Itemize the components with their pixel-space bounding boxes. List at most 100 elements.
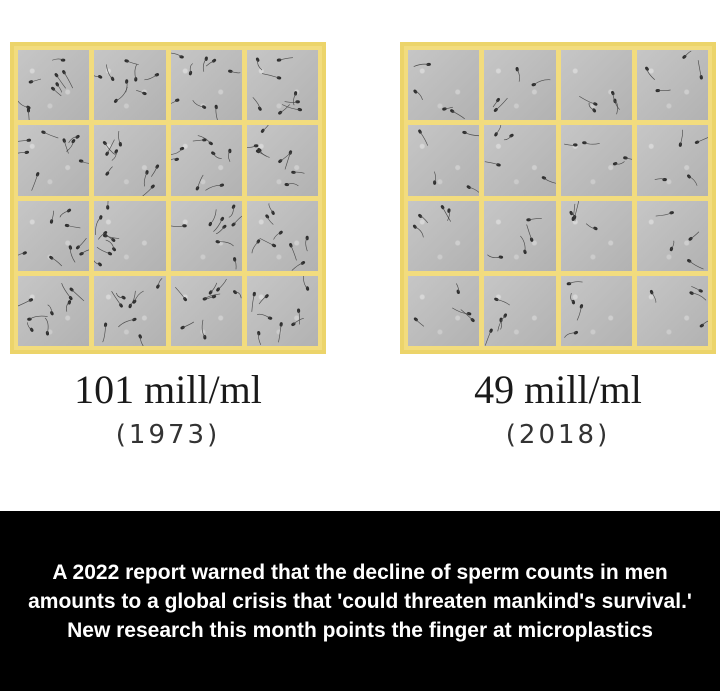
sperm-tail bbox=[130, 290, 136, 306]
sperm-tail bbox=[688, 260, 704, 269]
sperm-head bbox=[253, 144, 259, 148]
sperm-head bbox=[591, 108, 596, 113]
sperm-tail bbox=[563, 332, 576, 338]
sperm-cells-graphic bbox=[569, 200, 598, 230]
sperm-tail bbox=[61, 282, 71, 299]
sperm-cells-graphic bbox=[418, 129, 480, 194]
sperm-tail bbox=[215, 226, 225, 234]
microscope-2018-cell bbox=[636, 125, 708, 196]
microscope-1973-cell bbox=[18, 125, 90, 196]
sperm-tail bbox=[252, 97, 260, 109]
sperm-tail bbox=[493, 99, 499, 108]
sperm-cells-graphic bbox=[252, 57, 302, 115]
sperm-tail bbox=[18, 252, 25, 256]
sperm-cells-graphic bbox=[103, 131, 160, 196]
sperm-tail bbox=[227, 151, 230, 163]
sperm-tail bbox=[485, 330, 492, 346]
sperm-head bbox=[173, 158, 179, 162]
sperm-tail bbox=[63, 140, 69, 154]
sperm-tail bbox=[134, 64, 138, 80]
sperm-tail bbox=[487, 254, 502, 258]
sperm-tail bbox=[257, 332, 261, 345]
sperm-head bbox=[155, 164, 160, 169]
sperm-tail bbox=[266, 215, 274, 225]
microscope-1973-cell bbox=[170, 50, 242, 121]
sperm-tail bbox=[292, 317, 304, 325]
sperm-head bbox=[49, 255, 54, 260]
microscope-2018-cell bbox=[484, 275, 556, 346]
sperm-tail bbox=[212, 218, 222, 232]
sperm-head bbox=[112, 246, 117, 251]
microscope-1973-cell bbox=[170, 275, 242, 346]
sperm-tail bbox=[151, 166, 158, 178]
sperm-cells-graphic bbox=[578, 90, 620, 115]
sperm-tail bbox=[95, 216, 102, 235]
sperm-cells-graphic bbox=[170, 204, 242, 269]
microscope-2018-cell bbox=[484, 125, 556, 196]
microscope-2018-cell bbox=[408, 50, 480, 121]
sperm-tail bbox=[646, 68, 655, 80]
year-label-1973: (1973) bbox=[115, 420, 221, 450]
sperm-tail bbox=[456, 283, 459, 292]
sperm-tail bbox=[651, 291, 656, 303]
sperm-tail bbox=[52, 88, 62, 97]
microscope-2018-cell bbox=[560, 50, 632, 121]
sperm-tail bbox=[576, 306, 582, 321]
sperm-tail bbox=[105, 235, 120, 239]
sperm-tail bbox=[286, 183, 299, 187]
sperm-tail bbox=[143, 186, 154, 196]
sperm-cells-graphic bbox=[18, 208, 90, 266]
sperm-head bbox=[211, 294, 216, 299]
sperm-head bbox=[295, 100, 300, 104]
sperm-tail bbox=[246, 145, 256, 149]
sperm-tail bbox=[697, 60, 702, 78]
sperm-cells-graphic bbox=[18, 58, 74, 121]
sperm-head bbox=[78, 159, 84, 163]
sperm-tail bbox=[293, 172, 305, 174]
microscope-2018-cell bbox=[560, 275, 632, 346]
sperm-head bbox=[35, 172, 40, 177]
sperm-cells-graphic bbox=[18, 282, 85, 336]
sperm-tail bbox=[107, 200, 109, 207]
sperm-tail bbox=[228, 206, 234, 218]
sperm-tail bbox=[134, 290, 145, 302]
sperm-tail bbox=[43, 132, 59, 139]
sperm-head bbox=[413, 224, 417, 229]
sperm-head bbox=[255, 57, 260, 62]
sperm-tail bbox=[504, 135, 513, 141]
sperm-head bbox=[98, 261, 103, 266]
microscope-1973-cell bbox=[18, 200, 90, 271]
sperm-tail bbox=[578, 96, 595, 105]
sperm-tail bbox=[18, 140, 29, 142]
sperm-tail bbox=[670, 240, 674, 249]
sperm-head bbox=[201, 105, 206, 109]
sperm-tail bbox=[256, 59, 263, 71]
sperm-cells-graphic bbox=[170, 135, 231, 191]
sperm-tail bbox=[302, 275, 308, 289]
microscope-1973-cell bbox=[246, 275, 318, 346]
sperm-tail bbox=[434, 171, 436, 183]
sperm-tail bbox=[279, 104, 290, 113]
sperm-head bbox=[27, 317, 32, 321]
sperm-head bbox=[105, 171, 110, 176]
sperm-tail bbox=[251, 293, 255, 312]
microscope-1973-cell bbox=[94, 275, 166, 346]
sperm-tail bbox=[292, 93, 296, 106]
sperm-head bbox=[26, 138, 32, 143]
sperm-head bbox=[132, 317, 137, 321]
sperm-head bbox=[106, 204, 110, 210]
sperm-tail bbox=[281, 104, 300, 110]
sperm-cells-graphic bbox=[174, 278, 242, 340]
sperm-tail bbox=[192, 139, 204, 142]
sperm-tail bbox=[197, 135, 211, 144]
sperm-head bbox=[232, 256, 236, 262]
sperm-tail bbox=[209, 282, 217, 293]
microscope-1973-cell bbox=[170, 200, 242, 271]
sperm-tail bbox=[111, 151, 117, 161]
sperm-head bbox=[284, 183, 289, 187]
sperm-cells-graphic bbox=[644, 50, 703, 93]
sperm-tail bbox=[234, 291, 242, 298]
sperm-tail bbox=[71, 289, 85, 301]
sperm-tail bbox=[614, 100, 618, 115]
sperm-tail bbox=[59, 209, 70, 217]
